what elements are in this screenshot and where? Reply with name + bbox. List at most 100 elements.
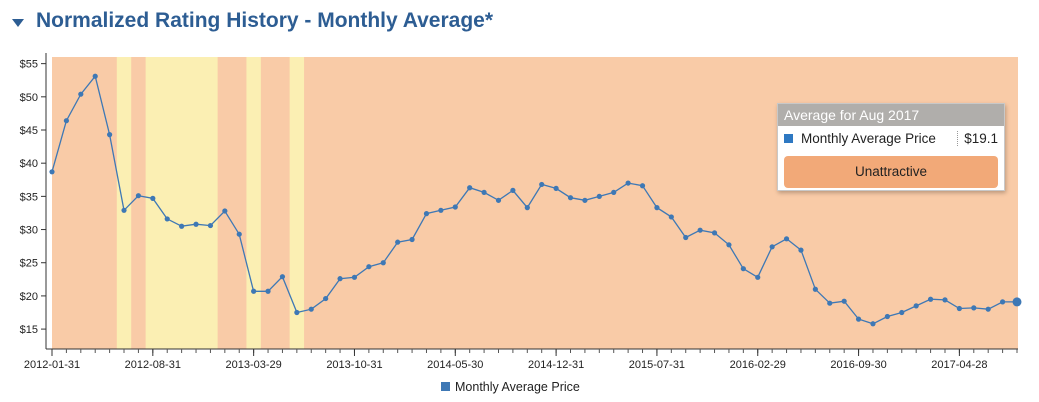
data-point: [207, 222, 214, 229]
highlighted-data-point: [1012, 297, 1022, 307]
x-tick-label: 2012-01-31: [24, 359, 80, 371]
data-point: [769, 244, 775, 250]
data-point: [423, 211, 430, 217]
legend-swatch-icon: [441, 382, 450, 391]
data-point: [740, 266, 746, 272]
data-point: [481, 189, 487, 195]
fair-band: [246, 57, 261, 349]
x-tick-label: 2015-07-31: [629, 359, 685, 371]
data-point: [783, 236, 790, 242]
chart-header: Normalized Rating History - Monthly Aver…: [10, 4, 493, 38]
data-point: [395, 239, 401, 245]
data-point: [567, 195, 574, 201]
x-tick-label: 2014-05-30: [427, 359, 483, 371]
data-point: [956, 305, 962, 312]
data-point: [49, 169, 55, 175]
x-tick-label: 2013-10-31: [326, 359, 382, 371]
data-point: [899, 309, 905, 316]
data-point: [222, 208, 228, 214]
chart-title: Normalized Rating History - Monthly Aver…: [36, 9, 494, 32]
data-point: [841, 298, 847, 304]
data-point: [582, 197, 588, 203]
x-tick-label: 2012-08-31: [125, 359, 181, 371]
data-point: [265, 288, 271, 294]
data-point: [135, 193, 142, 199]
fair-band: [145, 57, 218, 349]
data-point: [611, 189, 617, 195]
caret-down-icon[interactable]: [12, 19, 24, 27]
data-point: [409, 236, 415, 243]
data-point: [121, 207, 127, 213]
data-point: [855, 316, 862, 322]
series-line: [51, 74, 1017, 325]
data-point: [553, 185, 559, 191]
x-tick-label: 2014-12-31: [528, 359, 584, 371]
data-point: [107, 132, 113, 138]
data-point: [63, 118, 70, 124]
series-swatch-icon: [784, 133, 793, 143]
data-point: [78, 91, 84, 97]
data-point: [639, 183, 646, 189]
tooltip-rating-badge: Unattractive: [784, 156, 998, 188]
data-point: [755, 274, 761, 280]
data-point: [985, 306, 991, 312]
data-point: [179, 223, 185, 229]
data-point: [654, 205, 660, 211]
data-point: [812, 286, 818, 292]
data-point: [164, 216, 170, 222]
tooltip-series-name: Monthly Average Price: [801, 130, 936, 146]
data-point: [351, 274, 358, 280]
data-point: [150, 195, 156, 201]
y-tick-label: $25: [20, 258, 38, 270]
data-point: [236, 231, 242, 237]
data-point: [323, 295, 329, 302]
data-point: [971, 305, 977, 311]
data-point: [827, 300, 833, 306]
data-point: [279, 274, 286, 280]
data-point: [366, 264, 372, 270]
data-point: [596, 193, 602, 199]
tooltip-value: $19.1: [957, 130, 1004, 146]
data-point: [913, 303, 919, 309]
data-point: [510, 187, 516, 193]
data-point: [999, 299, 1006, 305]
data-point: [524, 205, 530, 211]
data-point: [193, 221, 199, 227]
y-tick-label: $40: [20, 158, 38, 170]
x-tick-label: 2016-09-30: [830, 359, 886, 371]
fair-band: [289, 57, 305, 349]
data-point: [294, 309, 300, 316]
hover-tooltip: Average for Aug 2017 Monthly Average Pri…: [777, 103, 1005, 191]
data-point: [726, 242, 732, 248]
data-point: [92, 73, 98, 79]
data-point: [668, 214, 674, 220]
data-point: [308, 306, 314, 312]
y-tick-label: $15: [20, 324, 38, 336]
y-tick-label: $20: [20, 291, 38, 303]
data-point: [625, 180, 631, 186]
data-point: [884, 313, 890, 320]
data-point: [697, 227, 703, 233]
data-point: [452, 204, 458, 210]
data-point: [467, 185, 473, 191]
data-point: [942, 297, 948, 303]
data-point: [337, 276, 343, 282]
data-point: [380, 260, 386, 266]
y-tick-label: $35: [20, 191, 38, 203]
data-point: [251, 288, 257, 294]
legend-label: Monthly Average Price: [455, 380, 580, 394]
data-point: [711, 230, 718, 236]
y-tick-label: $30: [20, 225, 38, 237]
x-tick-label: 2017-04-28: [931, 359, 987, 371]
data-point: [798, 247, 804, 253]
tooltip-series-row: Monthly Average Price $19.1: [778, 126, 1004, 150]
data-point: [495, 197, 502, 203]
data-point: [438, 207, 444, 213]
data-point: [683, 234, 689, 241]
rating-history-chart[interactable]: $15 $20 $25 $30 $35 $40 $45 $50 $55 2012-01-31 201…: [0, 40, 1039, 402]
data-point: [870, 321, 876, 327]
y-tick-label: $45: [20, 125, 38, 137]
x-tick-label: 2013-03-29: [226, 359, 282, 371]
y-tick-label: $50: [20, 92, 38, 104]
tooltip-heading: Average for Aug 2017: [778, 104, 1004, 126]
